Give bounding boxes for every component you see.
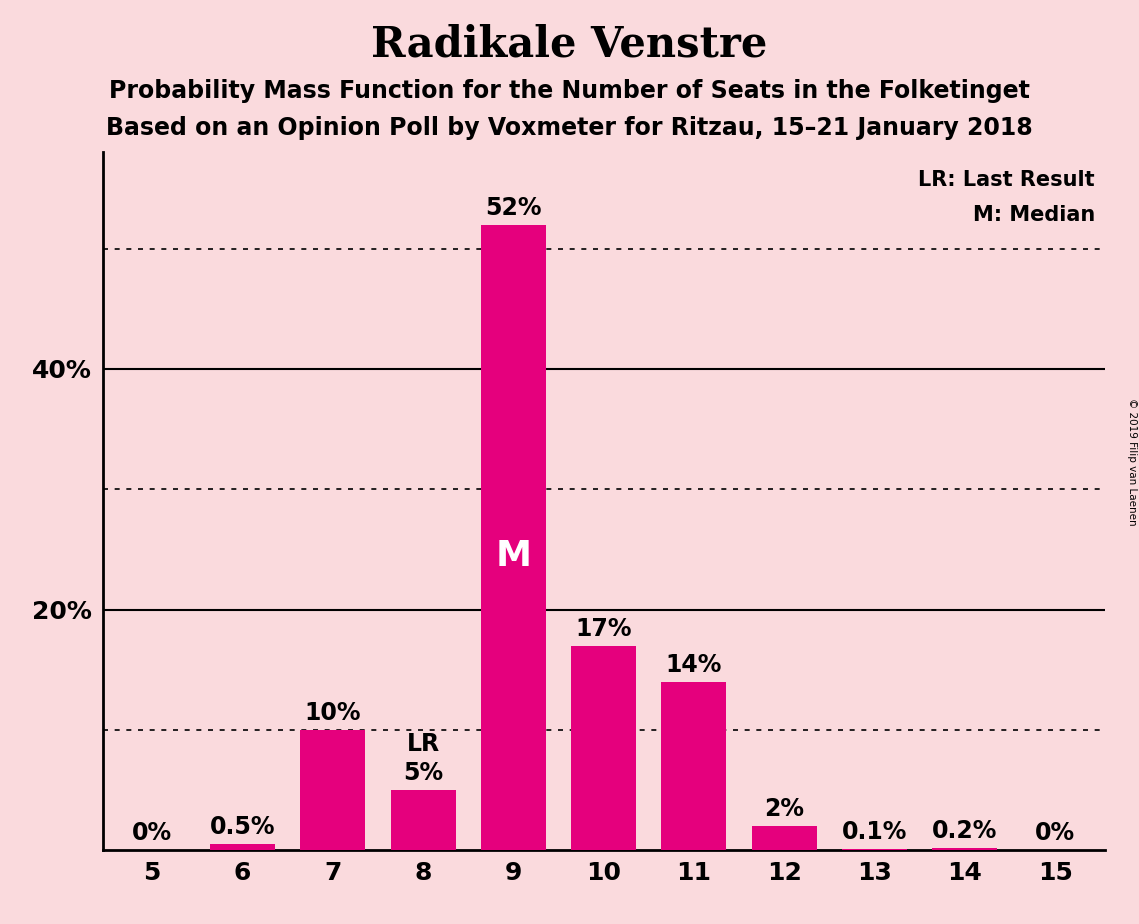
Text: 2%: 2% — [764, 797, 804, 821]
Text: 0.1%: 0.1% — [842, 821, 908, 844]
Bar — [391, 790, 456, 850]
Text: 17%: 17% — [575, 617, 632, 641]
Text: 5%: 5% — [403, 761, 443, 785]
Text: 0%: 0% — [132, 821, 172, 845]
Text: 0.2%: 0.2% — [932, 819, 998, 843]
Bar — [842, 849, 907, 850]
Bar — [662, 682, 727, 850]
Text: 0%: 0% — [1035, 821, 1075, 845]
Bar — [571, 646, 637, 850]
Text: M: M — [495, 539, 532, 573]
Bar — [933, 847, 998, 850]
Bar — [481, 225, 546, 850]
Text: M: Median: M: Median — [973, 205, 1095, 225]
Text: LR: Last Result: LR: Last Result — [918, 170, 1095, 190]
Text: LR: LR — [407, 732, 440, 756]
Bar — [210, 844, 274, 850]
Bar — [301, 730, 366, 850]
Text: Radikale Venstre: Radikale Venstre — [371, 23, 768, 65]
Text: © 2019 Filip van Laenen: © 2019 Filip van Laenen — [1126, 398, 1137, 526]
Bar — [752, 826, 817, 850]
Text: Based on an Opinion Poll by Voxmeter for Ritzau, 15–21 January 2018: Based on an Opinion Poll by Voxmeter for… — [106, 116, 1033, 140]
Text: 52%: 52% — [485, 196, 542, 220]
Text: 14%: 14% — [666, 653, 722, 677]
Text: 10%: 10% — [304, 701, 361, 725]
Text: 0.5%: 0.5% — [210, 815, 276, 839]
Text: Probability Mass Function for the Number of Seats in the Folketinget: Probability Mass Function for the Number… — [109, 79, 1030, 103]
